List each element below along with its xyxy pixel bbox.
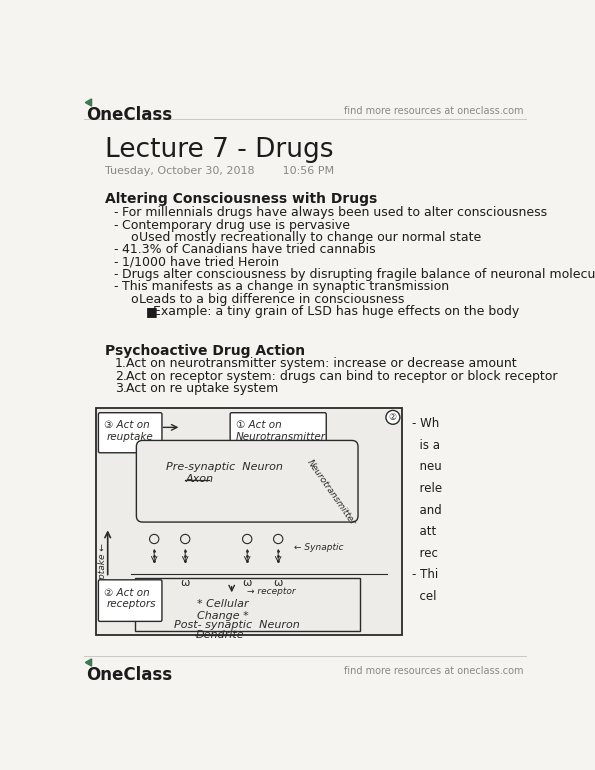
Text: Act on receptor system: drugs can bind to receptor or block receptor: Act on receptor system: drugs can bind t… [126, 370, 557, 383]
Text: is a: is a [412, 439, 440, 452]
Circle shape [149, 534, 159, 544]
Text: Psychoactive Drug Action: Psychoactive Drug Action [105, 344, 305, 358]
Text: Axon: Axon [185, 474, 213, 484]
Text: Dendrite: Dendrite [195, 630, 244, 640]
Text: ω: ω [274, 578, 283, 588]
Text: neu: neu [412, 460, 441, 474]
Text: att: att [412, 525, 436, 538]
Text: -: - [113, 280, 118, 293]
Text: - Wh: - Wh [412, 417, 439, 430]
Circle shape [386, 410, 400, 424]
Circle shape [274, 534, 283, 544]
Text: 41.3% of Canadians have tried cannabis: 41.3% of Canadians have tried cannabis [123, 243, 376, 256]
Text: For millennials drugs have always been used to alter consciousness: For millennials drugs have always been u… [123, 206, 547, 219]
Text: o: o [130, 231, 138, 244]
FancyBboxPatch shape [98, 413, 162, 453]
Text: Change *: Change * [197, 611, 249, 621]
Text: Example: a tiny grain of LSD has huge effects on the body: Example: a tiny grain of LSD has huge ef… [154, 305, 519, 318]
Text: Neurotransmitter: Neurotransmitter [305, 458, 358, 527]
Text: ① Act on: ① Act on [236, 420, 281, 430]
Circle shape [180, 534, 190, 544]
Text: ω: ω [149, 578, 159, 588]
Text: reuptake: reuptake [106, 432, 153, 442]
Text: cel: cel [412, 590, 436, 603]
Text: -: - [113, 219, 118, 232]
Text: find more resources at oneclass.com: find more resources at oneclass.com [345, 106, 524, 116]
Text: Neurotransmitter: Neurotransmitter [236, 432, 325, 442]
Text: → receptor: → receptor [247, 587, 296, 596]
Text: Act on re uptake system: Act on re uptake system [126, 382, 278, 395]
Text: Post- synaptic  Neuron: Post- synaptic Neuron [174, 620, 299, 630]
Text: ③ Act on: ③ Act on [104, 420, 149, 430]
Text: 1.: 1. [115, 357, 127, 370]
Text: ω: ω [180, 578, 190, 588]
Text: ② Act on: ② Act on [104, 588, 149, 598]
Text: find more resources at oneclass.com: find more resources at oneclass.com [345, 666, 524, 676]
Text: reuptake ←: reuptake ← [98, 543, 108, 594]
Text: -: - [113, 206, 118, 219]
Text: Lecture 7 - Drugs: Lecture 7 - Drugs [105, 137, 334, 163]
Text: 3.: 3. [115, 382, 127, 395]
Text: OneClass: OneClass [86, 666, 172, 684]
Text: - Thi: - Thi [412, 568, 438, 581]
Text: ②: ② [389, 413, 397, 422]
FancyBboxPatch shape [135, 578, 359, 631]
FancyBboxPatch shape [136, 440, 358, 522]
FancyBboxPatch shape [96, 408, 402, 635]
Text: ω: ω [243, 578, 252, 588]
Text: 2.: 2. [115, 370, 127, 383]
Text: ■: ■ [146, 305, 158, 318]
Text: Drugs alter consciousness by disrupting fragile balance of neuronal molecules th: Drugs alter consciousness by disrupting … [123, 268, 595, 281]
FancyBboxPatch shape [230, 413, 326, 453]
Text: o: o [130, 293, 138, 306]
Text: 1/1000 have tried Heroin: 1/1000 have tried Heroin [123, 256, 280, 269]
Text: Tuesday, October 30, 2018        10:56 PM: Tuesday, October 30, 2018 10:56 PM [105, 166, 334, 176]
Text: receptors: receptors [106, 599, 156, 609]
Text: and: and [412, 504, 441, 517]
Text: Act on neurotransmitter system: increase or decrease amount: Act on neurotransmitter system: increase… [126, 357, 516, 370]
Text: * Cellular: * Cellular [197, 599, 249, 609]
Text: Altering Consciousness with Drugs: Altering Consciousness with Drugs [105, 192, 378, 206]
Text: rele: rele [412, 482, 441, 495]
Text: -: - [113, 268, 118, 281]
Text: -: - [113, 256, 118, 269]
Circle shape [243, 534, 252, 544]
FancyBboxPatch shape [98, 580, 162, 621]
Text: Leads to a big difference in consciousness: Leads to a big difference in consciousne… [139, 293, 405, 306]
Text: rec: rec [412, 547, 437, 560]
Text: Used mostly recreationally to change our normal state: Used mostly recreationally to change our… [139, 231, 482, 244]
Text: This manifests as a change in synaptic transmission: This manifests as a change in synaptic t… [123, 280, 450, 293]
Text: Contemporary drug use is pervasive: Contemporary drug use is pervasive [123, 219, 350, 232]
Text: OneClass: OneClass [86, 106, 172, 124]
Text: ← Synaptic: ← Synaptic [294, 543, 343, 552]
Text: Pre-synaptic  Neuron: Pre-synaptic Neuron [166, 462, 283, 472]
Text: -: - [113, 243, 118, 256]
